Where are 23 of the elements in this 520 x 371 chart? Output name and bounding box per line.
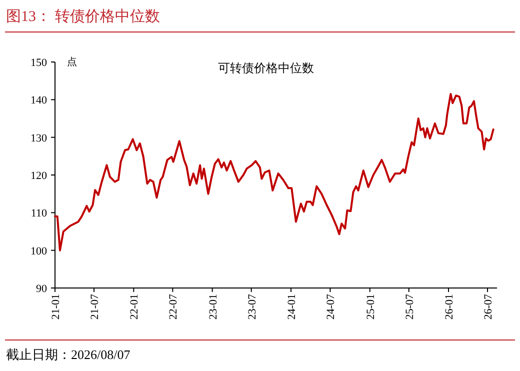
x-tick-label: 25-01 <box>364 294 377 320</box>
x-tick-label: 25-07 <box>404 294 416 320</box>
x-tick-label: 21-01 <box>50 294 62 320</box>
x-tick-label: 26-01 <box>444 294 456 320</box>
x-tick-label: 23-01 <box>207 294 220 320</box>
text: 截止日期：2026/08/07 <box>6 347 131 362</box>
y-tick-label: 150 <box>30 57 48 69</box>
x-tick-label: 22-01 <box>128 294 141 320</box>
y-tick-label: 120 <box>30 170 48 182</box>
y-tick-label: 110 <box>30 208 48 220</box>
y-tick-label: 90 <box>36 283 48 295</box>
x-tick-label: 24-01 <box>286 294 298 320</box>
x-tick-label: 23-07 <box>246 294 258 320</box>
y-tick-label: 140 <box>30 94 48 107</box>
y-tick-label: 130 <box>30 132 48 144</box>
chart-subtitle: 可转债价格中位数 <box>218 61 314 75</box>
y-tick-label: 100 <box>30 245 48 258</box>
x-tick-label: 21-07 <box>89 294 102 320</box>
x-tick-label: 26-07 <box>482 294 495 320</box>
chart-title: 图13： 转债价格中位数 <box>6 8 160 25</box>
x-tick-label: 24-07 <box>325 294 338 320</box>
x-tick-label: 22-07 <box>168 294 180 320</box>
y-axis-title: 点 <box>67 56 77 68</box>
